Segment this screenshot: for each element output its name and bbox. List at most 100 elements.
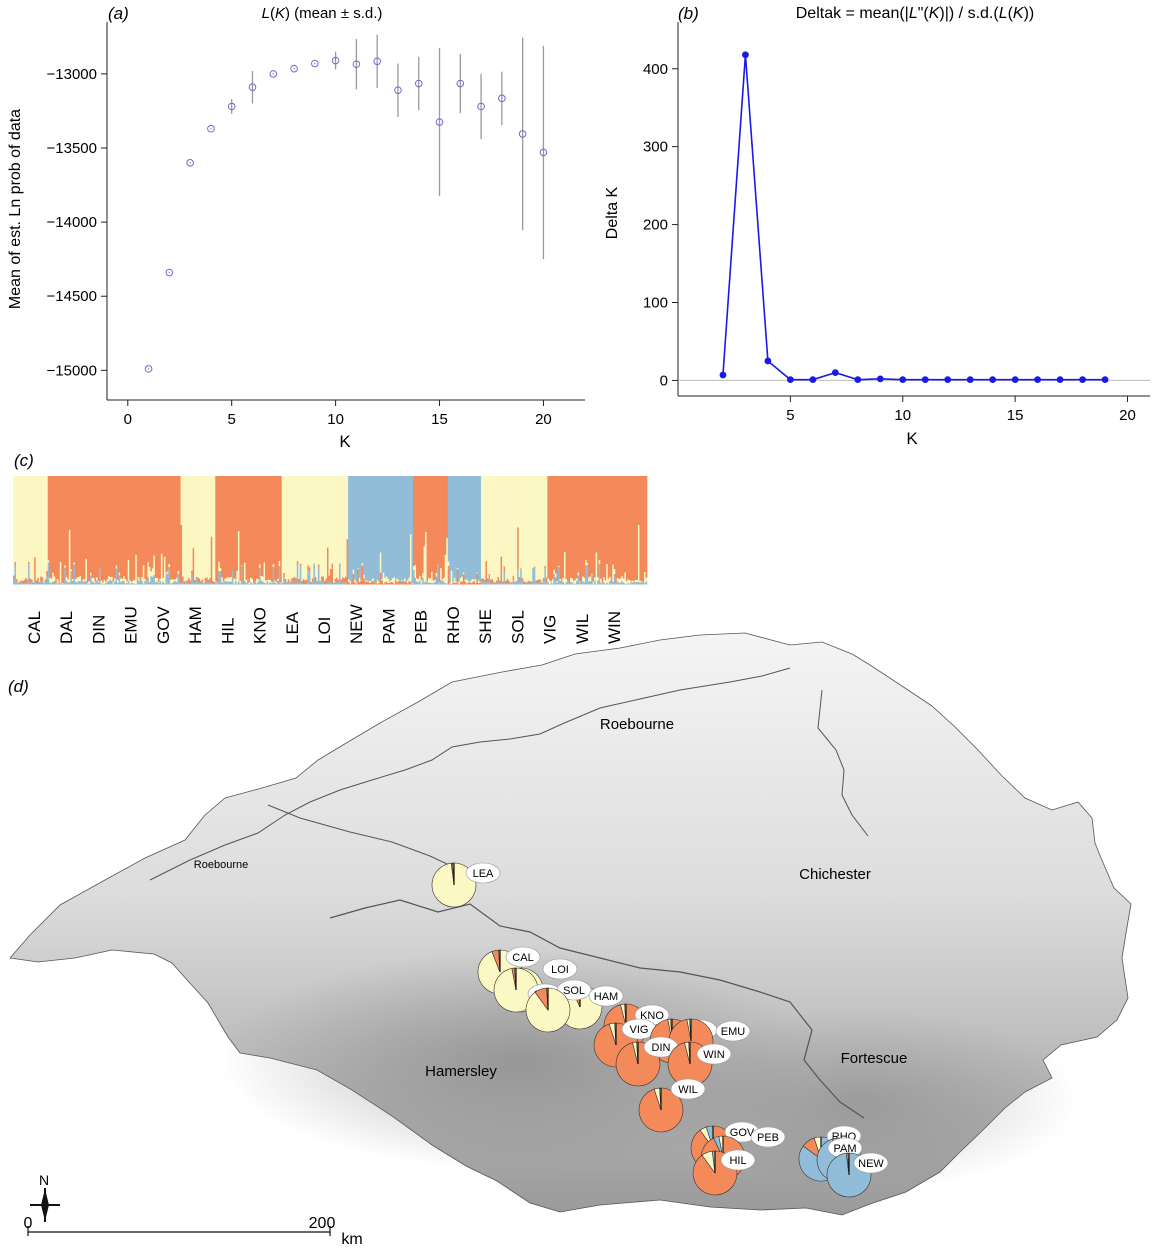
- individual-bar-admix: [402, 580, 405, 582]
- individual-bar-admix: [325, 583, 328, 585]
- individual-bar-admix: [265, 580, 267, 584]
- individual-bar: [142, 476, 145, 566]
- individual-bar: [556, 476, 559, 581]
- individual-bar-admix: [566, 581, 569, 585]
- individual-bar: [514, 476, 516, 582]
- individual-bar-admix: [514, 582, 516, 585]
- individual-bar-admix: [16, 579, 18, 582]
- data-point: [809, 376, 817, 384]
- individual-bar-admix: [630, 581, 633, 585]
- individual-bar: [31, 476, 33, 580]
- individual-bar: [111, 476, 113, 577]
- individual-bar-admix: [183, 583, 186, 585]
- individual-bar: [323, 476, 326, 582]
- individual-bar-admix: [499, 582, 501, 585]
- site-label: VIG: [630, 1024, 649, 1036]
- individual-bar-admix: [598, 559, 601, 565]
- individual-bar-admix: [138, 577, 141, 582]
- individual-bar-admix: [640, 580, 643, 582]
- individual-bar-admix: [612, 581, 615, 585]
- individual-bar-admix: [38, 583, 41, 585]
- individual-bar: [517, 476, 519, 528]
- individual-bar-admix: [490, 583, 492, 585]
- individual-bar-admix: [67, 579, 70, 583]
- individual-bar: [526, 476, 529, 583]
- individual-bar-admix: [148, 582, 151, 585]
- individual-bar-admix: [598, 564, 601, 585]
- individual-bar-admix: [634, 579, 637, 583]
- individual-bar: [474, 476, 477, 580]
- x-tick-label: 0: [124, 411, 132, 428]
- individual-bar: [402, 476, 405, 581]
- individual-bar-admix: [151, 568, 154, 577]
- individual-bar: [304, 476, 307, 581]
- individual-bar-admix: [166, 571, 169, 574]
- y-tick-label: −13000: [47, 66, 97, 83]
- individual-bar: [301, 476, 304, 582]
- individual-bar-admix: [135, 555, 138, 584]
- individual-bar: [523, 476, 526, 582]
- individual-bar-admix: [524, 582, 527, 585]
- individual-bar-admix: [141, 581, 144, 585]
- individual-bar: [263, 476, 266, 563]
- individual-bar-admix: [449, 582, 452, 584]
- fortescue-shade: [640, 1010, 1080, 1190]
- individual-bar-admix: [425, 581, 427, 585]
- data-point: [498, 94, 506, 103]
- individual-bar: [269, 476, 272, 580]
- individual-bar-admix: [434, 579, 436, 582]
- individual-bar-admix: [237, 581, 240, 585]
- individual-bar-admix: [147, 576, 150, 585]
- individual-bar-admix: [542, 581, 545, 585]
- individual-bar-admix: [114, 578, 116, 582]
- individual-bar: [240, 476, 243, 566]
- individual-bar-admix: [535, 582, 538, 585]
- individual-bar: [444, 476, 447, 555]
- individual-bar: [358, 476, 361, 578]
- individual-bar-admix: [497, 582, 500, 585]
- y-tick-label: 0: [660, 372, 668, 389]
- individual-bar: [560, 476, 563, 581]
- individual-bar-admix: [121, 578, 124, 581]
- individual-bar: [268, 476, 270, 580]
- individual-bar-admix: [400, 580, 403, 585]
- individual-bar: [589, 476, 592, 577]
- individual-bar-admix: [417, 579, 420, 583]
- individual-bar-admix: [366, 580, 369, 582]
- series-line: [722, 54, 1106, 381]
- individual-bar-admix: [132, 583, 135, 585]
- individual-bar-admix: [499, 580, 501, 583]
- site-label-bubble: [542, 958, 578, 980]
- individual-bar: [361, 476, 364, 564]
- individual-bar-admix: [117, 582, 119, 585]
- individual-bar-admix: [257, 581, 260, 585]
- individual-bar-admix: [328, 575, 331, 582]
- individual-bar-admix: [628, 580, 631, 584]
- individual-bar: [363, 476, 366, 575]
- individual-bar: [188, 476, 190, 579]
- individual-bar-admix: [396, 582, 399, 585]
- data-point: [311, 59, 319, 68]
- individual-bar-admix: [197, 581, 199, 585]
- individual-bar: [70, 476, 73, 570]
- individual-bar: [426, 476, 429, 582]
- region-fortescue: Fortescue: [841, 1050, 908, 1067]
- individual-bar: [191, 476, 193, 571]
- individual-bar-admix: [474, 579, 477, 584]
- individual-bar: [73, 476, 76, 563]
- individual-bar: [432, 476, 435, 581]
- individual-bar: [274, 476, 276, 581]
- data-point: [435, 118, 444, 126]
- individual-bar-admix: [595, 583, 598, 585]
- individual-bar-admix: [382, 583, 385, 585]
- individual-bar-admix: [388, 582, 391, 585]
- individual-bar: [443, 476, 446, 578]
- individual-bar: [420, 476, 423, 581]
- individual-bar-admix: [447, 565, 450, 585]
- individual-bar: [40, 476, 42, 577]
- individual-bar-admix: [443, 577, 446, 582]
- individual-bar-admix: [385, 581, 388, 585]
- individual-bar: [594, 476, 596, 578]
- individual-bar-admix: [254, 581, 257, 582]
- individual-bar: [207, 476, 210, 580]
